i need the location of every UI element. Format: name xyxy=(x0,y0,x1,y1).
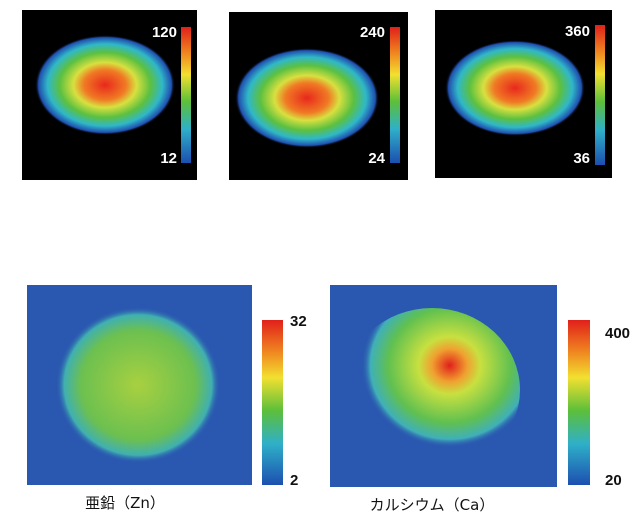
colorbar xyxy=(568,320,590,485)
colorbar-max: 360 xyxy=(565,23,590,40)
panel: 240 24 xyxy=(229,12,408,180)
colorbar-max: 32 xyxy=(290,313,307,330)
heatmap xyxy=(344,308,520,472)
colorbar-max: 400 xyxy=(605,325,630,342)
panel: 32 2 亜鉛（Zn） xyxy=(27,285,307,512)
colorbar-min: 36 xyxy=(573,150,590,167)
colorbar-max: 120 xyxy=(152,24,177,41)
heatmap xyxy=(35,35,175,135)
colorbar xyxy=(262,320,283,485)
heatmap xyxy=(235,48,379,148)
colorbar-min: 12 xyxy=(160,150,177,167)
colorbar xyxy=(595,25,605,165)
heatmap xyxy=(445,40,585,136)
panel: 360 36 xyxy=(435,10,612,178)
colorbar-min: 24 xyxy=(368,150,385,167)
panel: 400 20 カルシウム（Ca） xyxy=(330,285,630,514)
caption: カルシウム（Ca） xyxy=(370,496,495,514)
panel: 120 12 xyxy=(22,10,197,180)
colorbar-max: 240 xyxy=(360,24,385,41)
colorbar-min: 2 xyxy=(290,472,298,489)
caption: 亜鉛（Zn） xyxy=(85,494,165,512)
colorbar xyxy=(390,27,400,163)
colorbar xyxy=(181,27,191,163)
colorbar-min: 20 xyxy=(605,472,622,489)
heatmap xyxy=(56,307,220,463)
